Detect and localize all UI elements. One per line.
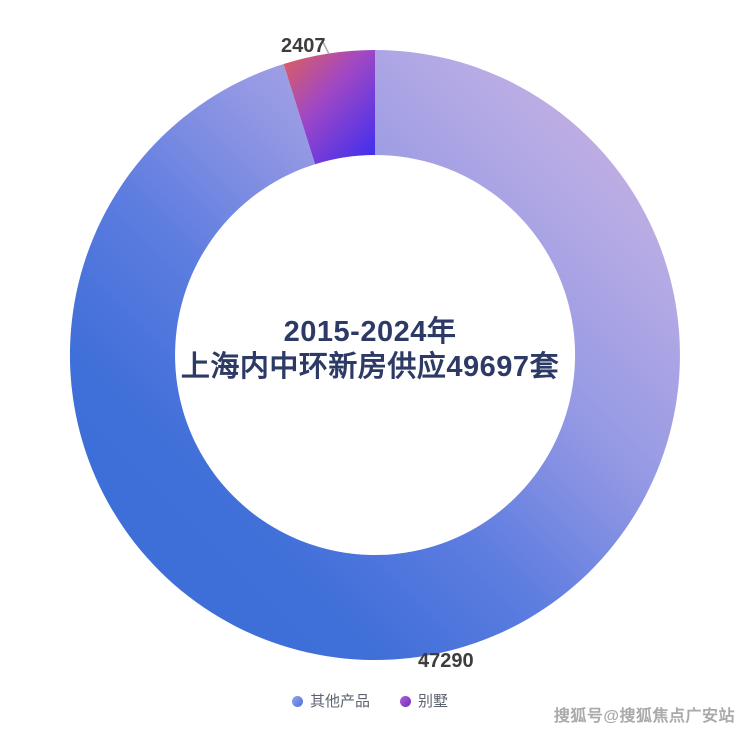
legend: 其他产品 别墅 [0, 694, 740, 709]
watermark: 搜狐号@搜狐焦点广安站 [553, 708, 735, 725]
legend-label-other-products: 其他产品 [309, 693, 370, 710]
legend-dot-villa-icon [400, 696, 411, 707]
legend-item-villa[interactable]: 别墅 [400, 694, 448, 709]
donut-slice-villa[interactable] [283, 49, 375, 165]
label-leader-line-villa [322, 41, 330, 55]
chart-title-line2: 上海内中环新房供应49697套 [180, 351, 560, 383]
legend-label-villa: 别墅 [418, 693, 449, 710]
legend-dot-other-products-icon [291, 696, 303, 707]
donut-slice-other-products[interactable] [69, 50, 680, 661]
chart-title-line1: 2015-2024年 [283, 316, 457, 348]
legend-item-other-products[interactable]: 其他产品 [291, 693, 370, 710]
data-label-villa: 2407 [281, 35, 326, 57]
chart-title: 2015-2024年 上海内中环新房供应49697套 [0, 315, 740, 385]
label-leader-line-other [420, 655, 425, 666]
data-label-other-products: 47290 [418, 650, 474, 672]
